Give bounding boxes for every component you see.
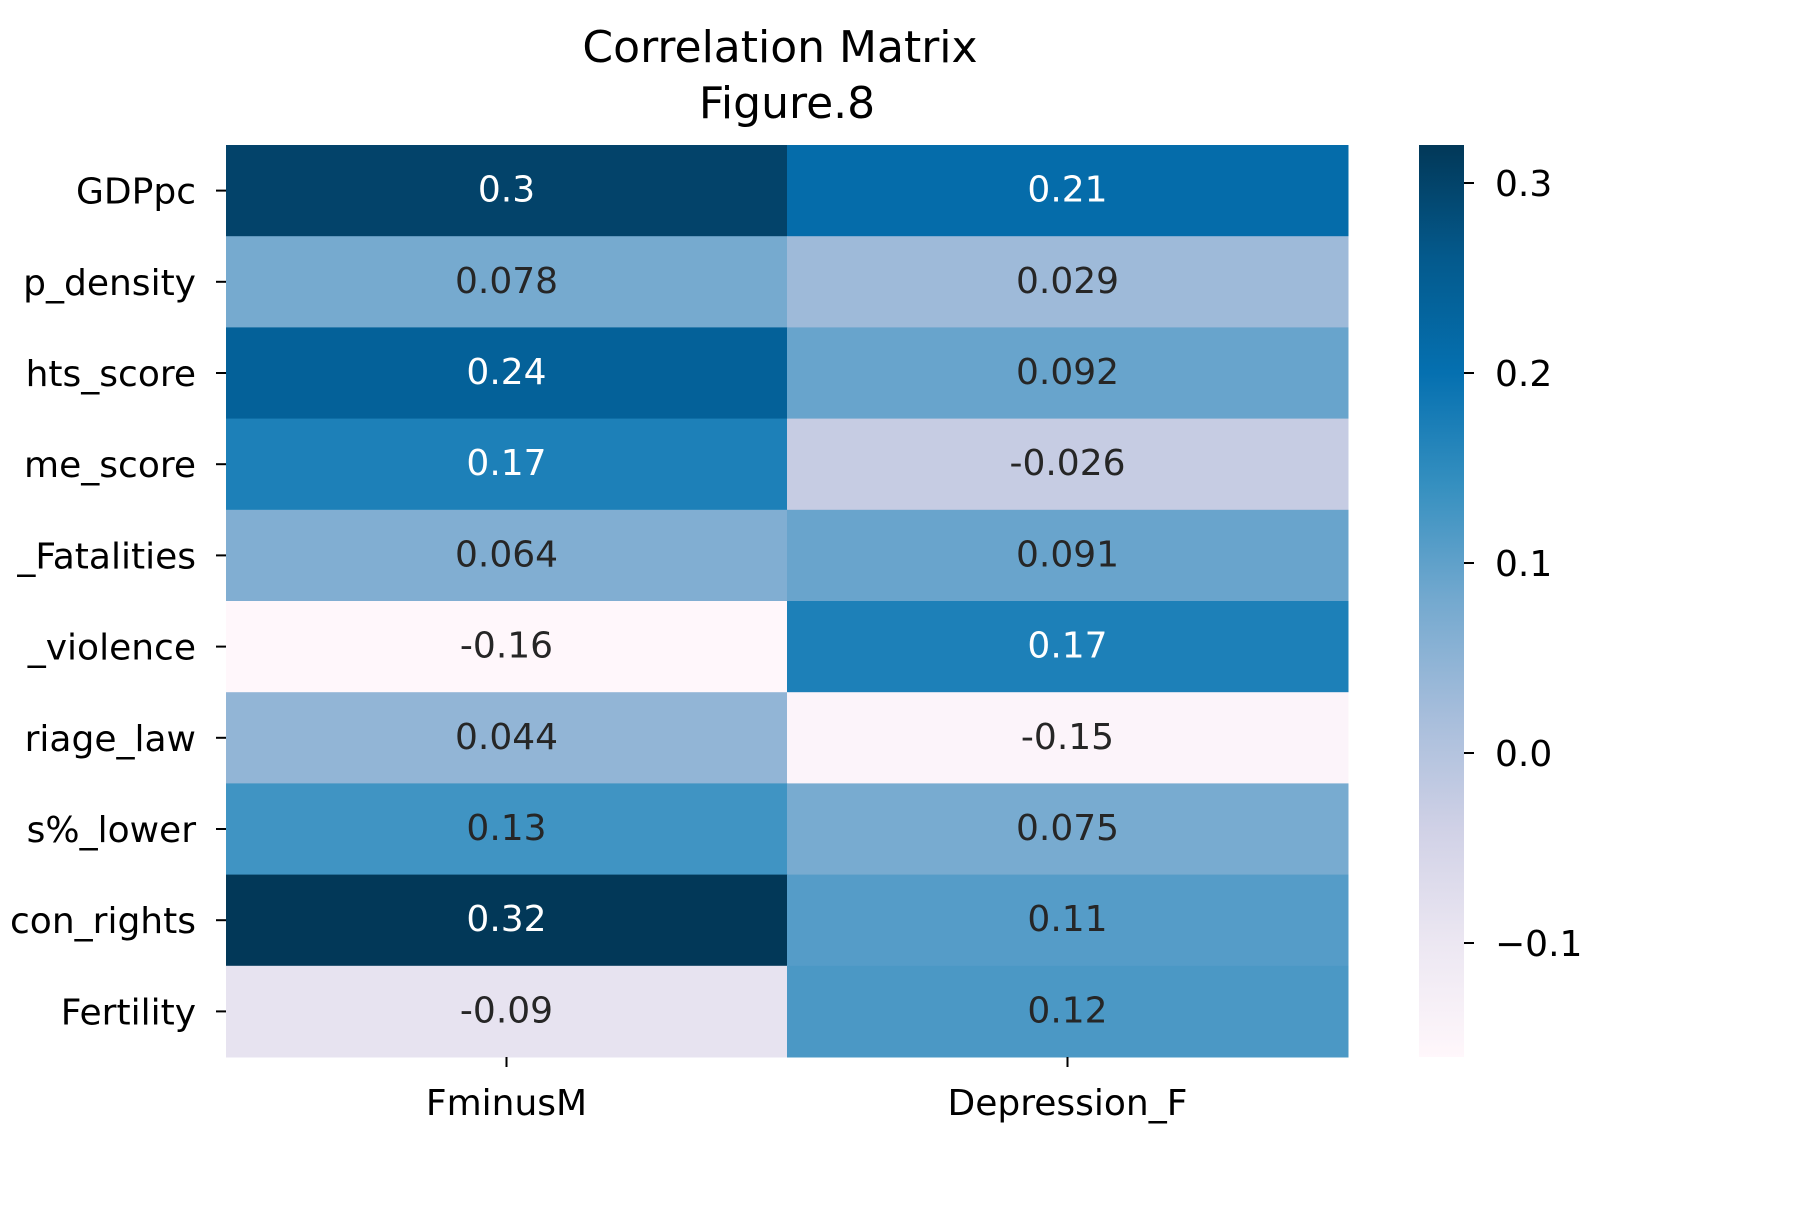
heatmap-cell-value: -0.15 [1021, 717, 1114, 758]
heatmap-cell-labels: 0.3 0.21 0.078 0.029 0.24 0.092 0.17 -0.026 0.06… [455, 170, 1126, 1032]
chart-subtitle: Figure.8 [699, 78, 875, 129]
x-axis-tick-label: FminusM [426, 1083, 587, 1124]
heatmap-cell [787, 783, 1349, 876]
heatmap-cell-value: 0.092 [1016, 352, 1119, 393]
heatmap-cell-value: 0.029 [1016, 261, 1119, 302]
heatmap-cell-value: 0.12 [1027, 990, 1107, 1031]
heatmap-cell-value: 0.044 [455, 717, 558, 758]
heatmap-cell [787, 601, 1349, 693]
heatmap-cell-value: 0.17 [466, 443, 546, 484]
heatmap-cell-value: 0.3 [478, 170, 535, 211]
heatmap-cell [226, 783, 788, 876]
y-axis-tick-label: s%_lower [27, 810, 197, 851]
heatmap-cell-value: -0.09 [460, 990, 553, 1031]
heatmap-cell-value: 0.064 [455, 534, 558, 575]
heatmap-cell [226, 692, 788, 784]
y-axis-tick-label: Fertility [61, 992, 196, 1033]
heatmap-cell-value: -0.026 [1009, 443, 1125, 484]
colorbar-tick-label: 0.3 [1495, 164, 1552, 205]
heatmap-cell [787, 509, 1349, 602]
heatmap-cells [226, 145, 1349, 1058]
chart-title: Correlation Matrix [582, 22, 977, 73]
heatmap-cell-value: 0.075 [1016, 808, 1119, 849]
heatmap-cell [226, 965, 788, 1058]
colorbar-tick-label: 0.1 [1495, 544, 1552, 585]
heatmap-cell [787, 145, 1349, 237]
colorbar-gradient [1419, 145, 1464, 1057]
y-axis-tick-label: _violence [27, 628, 196, 669]
heatmap-cell [226, 145, 788, 237]
colorbar: 0.3 0.2 0.1 0.0 −0.1 [1419, 145, 1582, 1057]
colorbar-tick-label: −0.1 [1495, 924, 1582, 965]
y-axis-tick-label: con_rights [10, 901, 196, 942]
y-axis-tick-label: _Fatalities [16, 536, 196, 577]
heatmap-cell [787, 236, 1349, 328]
heatmap-cell [787, 692, 1349, 784]
heatmap-cell-value: 0.091 [1016, 534, 1119, 575]
heatmap-cell-value: -0.16 [460, 626, 553, 667]
colorbar-tick-label: 0.0 [1495, 734, 1552, 775]
heatmap-cell-value: 0.17 [1027, 626, 1107, 667]
colorbar-tick-label: 0.2 [1495, 354, 1552, 395]
y-axis-tick-label: GDPpc [76, 172, 196, 213]
heatmap-cell [787, 965, 1349, 1058]
heatmap-cell [226, 418, 788, 511]
heatmap-cell [787, 874, 1349, 967]
heatmap-cell [226, 236, 788, 328]
heatmap-cell [226, 327, 788, 420]
heatmap-cell-value: 0.32 [466, 899, 546, 940]
heatmap-cell [787, 327, 1349, 420]
heatmap-cell [787, 418, 1349, 511]
y-axis-tick-label: p_density [23, 263, 196, 304]
y-axis: GDPpc p_density hts_score me_score _Fataliti… [10, 172, 226, 1033]
heatmap-cell-value: 0.21 [1027, 170, 1107, 211]
heatmap-cell-value: 0.11 [1027, 899, 1107, 940]
y-axis-tick-label: riage_law [25, 719, 196, 760]
y-axis-tick-label: me_score [24, 445, 196, 486]
x-axis-tick-label: Depression_F [948, 1083, 1188, 1124]
heatmap-cell-value: 0.13 [466, 808, 546, 849]
y-axis-tick-label: hts_score [26, 354, 196, 395]
x-axis: FminusM Depression_F [426, 1057, 1188, 1124]
heatmap-cell-value: 0.078 [455, 261, 558, 302]
heatmap-cell [226, 509, 788, 602]
heatmap-cell [226, 874, 788, 967]
heatmap-cell [226, 601, 788, 693]
heatmap-cell-value: 0.24 [466, 352, 546, 393]
